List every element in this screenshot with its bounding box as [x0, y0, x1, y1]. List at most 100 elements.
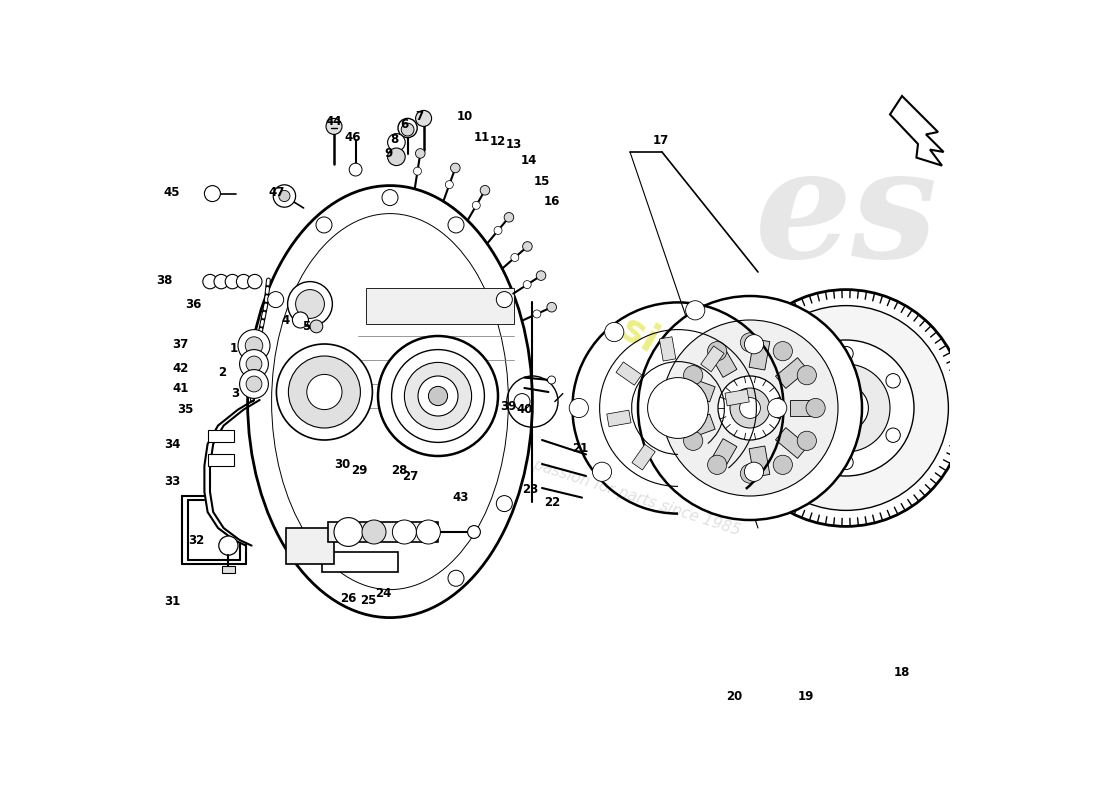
Circle shape [296, 290, 324, 318]
Text: since 1985: since 1985 [615, 309, 837, 459]
Circle shape [382, 190, 398, 206]
Circle shape [730, 388, 770, 428]
Text: 38: 38 [156, 274, 173, 286]
Polygon shape [890, 96, 944, 166]
Circle shape [468, 526, 481, 538]
Text: 37: 37 [172, 338, 188, 350]
Circle shape [405, 362, 472, 430]
Text: 12: 12 [490, 135, 506, 148]
Text: es: es [755, 142, 937, 290]
Text: 29: 29 [351, 464, 367, 477]
Circle shape [792, 428, 806, 442]
Circle shape [414, 167, 421, 175]
Bar [776, 358, 807, 389]
Circle shape [418, 376, 458, 416]
Polygon shape [328, 522, 438, 542]
Circle shape [745, 334, 763, 354]
Circle shape [393, 520, 417, 544]
Circle shape [214, 274, 229, 289]
Circle shape [824, 386, 868, 430]
Circle shape [605, 322, 624, 342]
Text: 17: 17 [652, 134, 669, 146]
Circle shape [836, 398, 856, 418]
Circle shape [768, 398, 786, 418]
Circle shape [685, 301, 705, 320]
Circle shape [662, 320, 838, 496]
Text: 39: 39 [500, 400, 516, 413]
Text: 22: 22 [544, 496, 561, 509]
Circle shape [674, 398, 694, 418]
Text: 28: 28 [392, 464, 408, 477]
Bar [683, 414, 715, 439]
Circle shape [524, 281, 531, 289]
Circle shape [392, 350, 484, 442]
Circle shape [293, 312, 308, 328]
Circle shape [547, 302, 557, 312]
Circle shape [638, 296, 862, 520]
Circle shape [548, 376, 556, 384]
Text: 35: 35 [177, 403, 194, 416]
Circle shape [798, 431, 816, 450]
Circle shape [202, 274, 217, 289]
Text: 20: 20 [726, 690, 742, 702]
Circle shape [428, 386, 448, 406]
Circle shape [839, 346, 854, 361]
Text: 34: 34 [164, 438, 180, 450]
Circle shape [707, 455, 727, 474]
Bar [790, 400, 818, 416]
Text: 14: 14 [521, 154, 538, 166]
Circle shape [307, 374, 342, 410]
Bar [616, 362, 641, 386]
Circle shape [310, 320, 322, 333]
Circle shape [514, 394, 530, 410]
Circle shape [773, 455, 792, 474]
Text: 9: 9 [384, 147, 393, 160]
Text: 25: 25 [360, 594, 376, 606]
Circle shape [569, 398, 589, 418]
Circle shape [273, 185, 296, 207]
Bar [708, 438, 737, 471]
Text: 16: 16 [543, 195, 560, 208]
Circle shape [718, 376, 782, 440]
Circle shape [267, 291, 284, 308]
Bar [749, 446, 770, 477]
Circle shape [496, 291, 513, 308]
Circle shape [446, 181, 453, 189]
Circle shape [648, 378, 708, 438]
Text: 18: 18 [894, 666, 910, 678]
Circle shape [798, 366, 816, 385]
Bar [683, 377, 715, 402]
Circle shape [593, 462, 612, 482]
Text: 11: 11 [474, 131, 491, 144]
Circle shape [802, 364, 890, 452]
Bar [749, 339, 770, 370]
Circle shape [727, 290, 965, 526]
Circle shape [287, 282, 332, 326]
Polygon shape [208, 454, 234, 466]
Text: 3: 3 [231, 387, 240, 400]
Circle shape [362, 520, 386, 544]
Circle shape [806, 398, 825, 418]
Circle shape [532, 310, 541, 318]
Circle shape [316, 217, 332, 233]
Text: 21: 21 [572, 442, 588, 454]
Text: 15: 15 [534, 175, 550, 188]
Circle shape [739, 398, 760, 418]
Circle shape [707, 342, 727, 361]
Text: 33: 33 [164, 475, 180, 488]
Circle shape [504, 213, 514, 222]
Text: 41: 41 [172, 382, 188, 394]
Ellipse shape [248, 186, 532, 618]
Circle shape [683, 431, 703, 450]
Circle shape [387, 134, 405, 151]
Bar [631, 444, 656, 470]
Circle shape [416, 110, 431, 126]
Text: 24: 24 [375, 587, 392, 600]
Circle shape [886, 374, 900, 388]
Text: a passion for parts since 1985: a passion for parts since 1985 [518, 453, 743, 539]
Circle shape [778, 340, 914, 476]
Circle shape [510, 254, 519, 262]
Text: 13: 13 [506, 138, 522, 150]
Bar [725, 390, 749, 406]
Circle shape [238, 330, 270, 362]
